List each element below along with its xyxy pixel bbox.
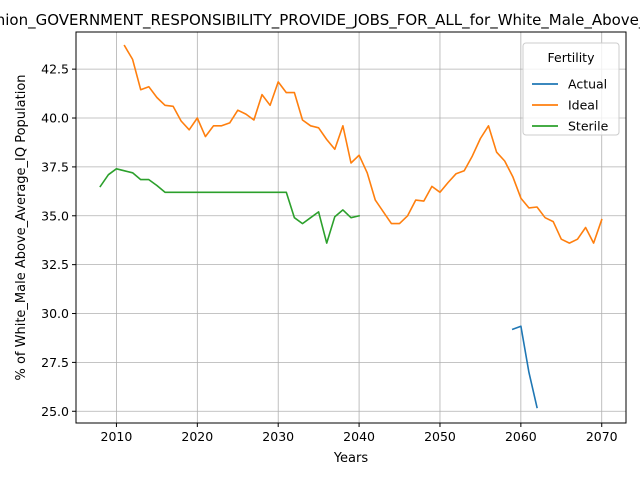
y-tick-label: 30.0 [41,306,69,321]
x-tick-label: 2040 [343,429,375,444]
y-axis-label: % of White_Male Above_Average_IQ Populat… [14,74,29,380]
x-tick-label: 2070 [586,429,618,444]
plot-frame [75,31,627,424]
y-axis-ticks: 25.0 27.5 30.0 32.5 35.0 37.5 40.0 42.5 [41,62,76,419]
legend-box [522,42,620,136]
series-line-sterile [99,168,361,244]
x-axis-ticks: 2010 2020 2030 2040 2050 2060 2070 [101,423,618,444]
y-tick-label: 25.0 [41,404,69,419]
legend-label-actual: Actual [568,77,607,92]
y-tick-label: 32.5 [41,257,69,272]
x-axis-label: Years [333,451,369,466]
x-tick-label: 2010 [101,429,133,444]
y-tick-label: 42.5 [41,62,69,77]
chart-title: Opinion_GOVERNMENT_RESPONSIBILITY_PROVID… [0,11,640,30]
legend-label-ideal: Ideal [568,98,598,113]
series-lines [99,44,603,409]
grid-lines [76,32,626,423]
x-tick-label: 2050 [424,429,456,444]
series-line-ideal [123,44,603,244]
y-tick-label: 27.5 [41,355,69,370]
legend-label-sterile: Sterile [568,119,609,134]
y-tick-label: 35.0 [41,208,69,223]
x-tick-label: 2060 [505,429,537,444]
legend-title: Fertility [548,50,596,65]
y-tick-label: 40.0 [41,111,69,126]
series-line-actual [511,325,538,409]
x-tick-label: 2020 [181,429,213,444]
x-tick-label: 2030 [262,429,294,444]
y-tick-label: 37.5 [41,159,69,174]
legend: Fertility Actual Ideal Sterile [522,42,620,136]
